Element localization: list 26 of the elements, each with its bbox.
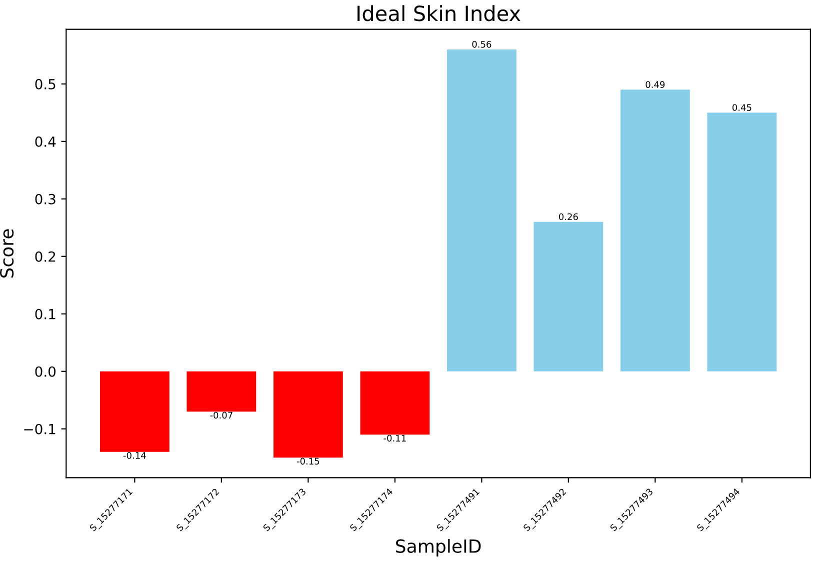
y-tick-label: 0.4 [35,136,56,147]
data-label: -0.07 [210,412,232,419]
y-tick-label: −0.1 [24,424,56,434]
data-label: 0.56 [472,40,492,48]
data-label: 0.26 [558,213,578,220]
y-tick-label: 0.5 [35,78,56,90]
data-label: -0.11 [384,434,406,442]
y-tick-label: 0.0 [35,366,56,377]
data-label: 0.45 [732,104,752,111]
y-tick-label: 0.2 [35,251,56,262]
chart-title: Ideal Skin Index [358,5,520,22]
bar [620,90,690,372]
bar [707,112,777,372]
data-label: -0.14 [123,452,146,459]
bar [360,371,430,435]
y-tick-label: 0.3 [35,194,56,204]
y-tick-label: 0.1 [35,308,56,320]
bar [100,371,170,452]
bar [186,371,256,412]
bar [273,371,343,458]
bar [534,222,604,372]
bar [446,49,516,372]
x-axis-title: SampleID [396,538,481,556]
data-label: 0.49 [646,81,665,88]
y-axis-title: Score [0,229,14,278]
data-label: -0.15 [296,458,320,465]
